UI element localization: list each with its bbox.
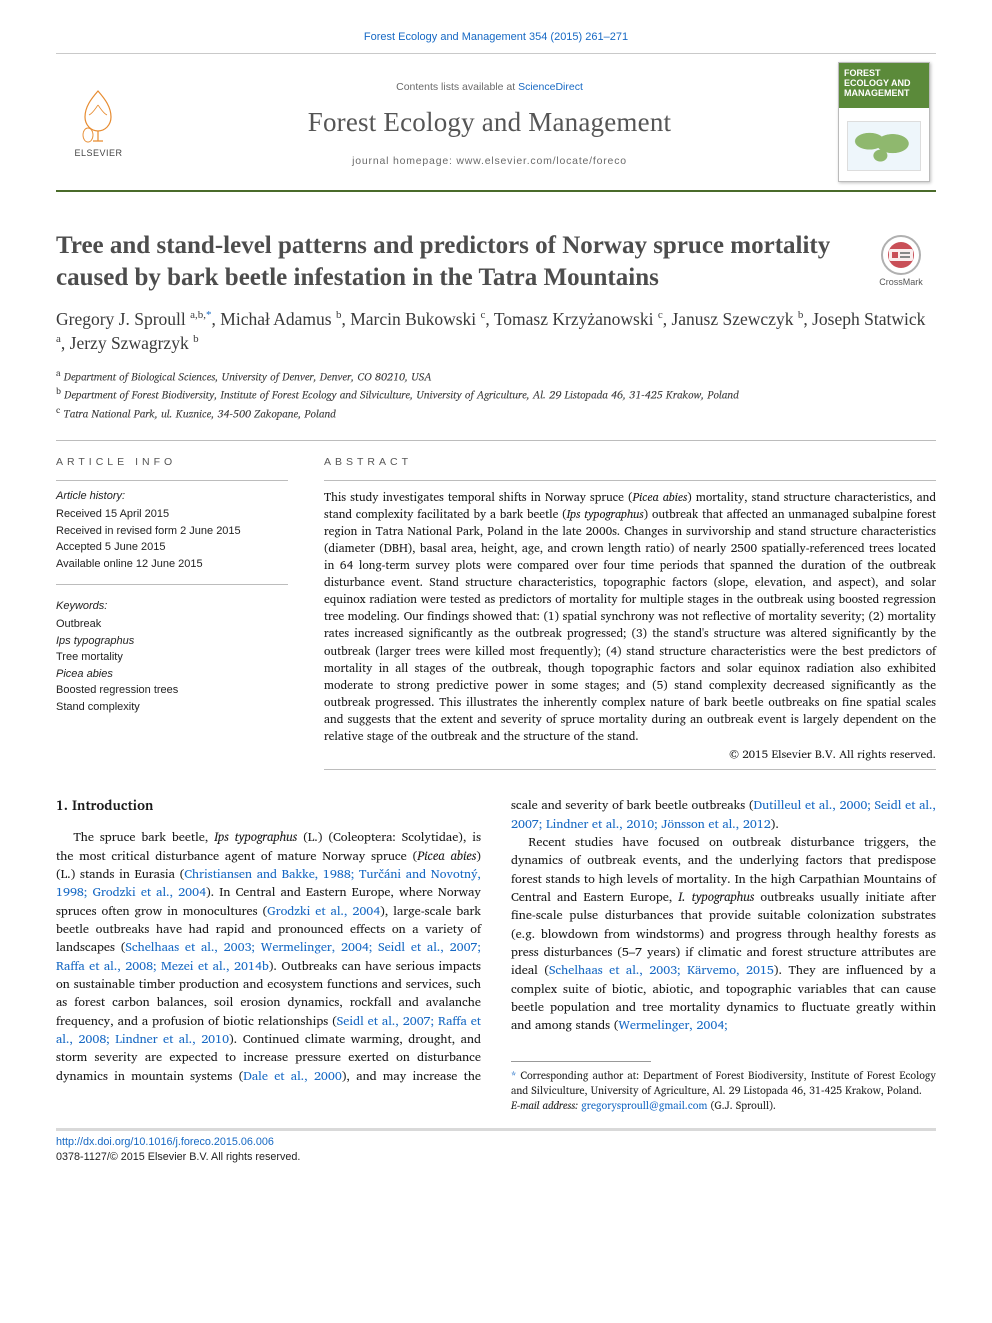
section-1-heading: 1. Introduction xyxy=(56,796,481,816)
article-info-heading: ARTICLE INFO xyxy=(56,455,288,470)
abstract-column: ABSTRACT This study investigates tempora… xyxy=(324,455,936,770)
footer-bar: http://dx.doi.org/10.1016/j.foreco.2015.… xyxy=(56,1128,936,1165)
email-line: E-mail address: gregorysproull@gmail.com… xyxy=(511,1098,936,1113)
abstract-bottom-rule xyxy=(324,769,936,770)
intro-paragraph-2: Recent studies have focused on outbreak … xyxy=(511,833,936,1035)
contents-prefix: Contents lists available at xyxy=(396,81,518,93)
journal-cover-thumb: FOREST ECOLOGY AND MANAGEMENT xyxy=(838,62,930,182)
section-divider xyxy=(56,440,936,441)
abstract-copyright: © 2015 Elsevier B.V. All rights reserved… xyxy=(324,747,936,763)
abstract-text: This study investigates temporal shifts … xyxy=(324,489,936,745)
article-title: Tree and stand-level patterns and predic… xyxy=(56,230,848,294)
crossmark-icon xyxy=(880,234,922,276)
corr-email-link[interactable]: gregorysproull@gmail.com xyxy=(581,1096,707,1114)
sciencedirect-link[interactable]: ScienceDirect xyxy=(518,81,583,93)
author-list: Gregory J. Sproull a,b,*, Michał Adamus … xyxy=(56,308,936,355)
journal-name: Forest Ecology and Management xyxy=(141,104,838,142)
publisher-name: ELSEVIER xyxy=(74,147,122,160)
history-list: Received 15 April 2015Received in revise… xyxy=(56,506,288,572)
journal-masthead: ELSEVIER Contents lists available at Sci… xyxy=(56,53,936,192)
publisher-logo-block: ELSEVIER xyxy=(56,75,141,170)
info-divider xyxy=(56,480,288,481)
affiliations: a Department of Biological Sciences, Uni… xyxy=(56,366,936,422)
cover-map-graphic xyxy=(847,121,921,171)
corr-text: Corresponding author at: Department of F… xyxy=(511,1066,936,1099)
crossmark-badge[interactable]: CrossMark xyxy=(866,230,936,289)
abstract-divider xyxy=(324,480,936,481)
email-suffix: (G.J. Sproull). xyxy=(707,1096,776,1114)
history-label: Article history: xyxy=(56,489,288,504)
body-two-column: 1. Introduction The spruce bark beetle, … xyxy=(56,796,936,1113)
info-divider-2 xyxy=(56,584,288,585)
footnotes: * Corresponding author at: Department of… xyxy=(511,1068,936,1114)
email-label: E-mail address: xyxy=(511,1096,581,1114)
issn-copyright: 0378-1127/© 2015 Elsevier B.V. All right… xyxy=(56,1150,936,1165)
contents-available-line: Contents lists available at ScienceDirec… xyxy=(141,80,838,95)
citation-line: Forest Ecology and Management 354 (2015)… xyxy=(56,30,936,45)
cover-title: FOREST ECOLOGY AND MANAGEMENT xyxy=(844,69,924,99)
journal-homepage: journal homepage: www.elsevier.com/locat… xyxy=(141,154,838,169)
article-info-column: ARTICLE INFO Article history: Received 1… xyxy=(56,455,288,770)
doi-link[interactable]: http://dx.doi.org/10.1016/j.foreco.2015.… xyxy=(56,1136,274,1148)
crossmark-label: CrossMark xyxy=(879,276,923,289)
corresponding-author-note: * Corresponding author at: Department of… xyxy=(511,1068,936,1098)
elsevier-tree-icon xyxy=(71,85,126,145)
keywords-list: OutbreakIps typographusTree mortalityPic… xyxy=(56,616,288,715)
footnote-separator xyxy=(511,1061,651,1062)
keywords-label: Keywords: xyxy=(56,599,288,614)
abstract-heading: ABSTRACT xyxy=(324,455,936,470)
